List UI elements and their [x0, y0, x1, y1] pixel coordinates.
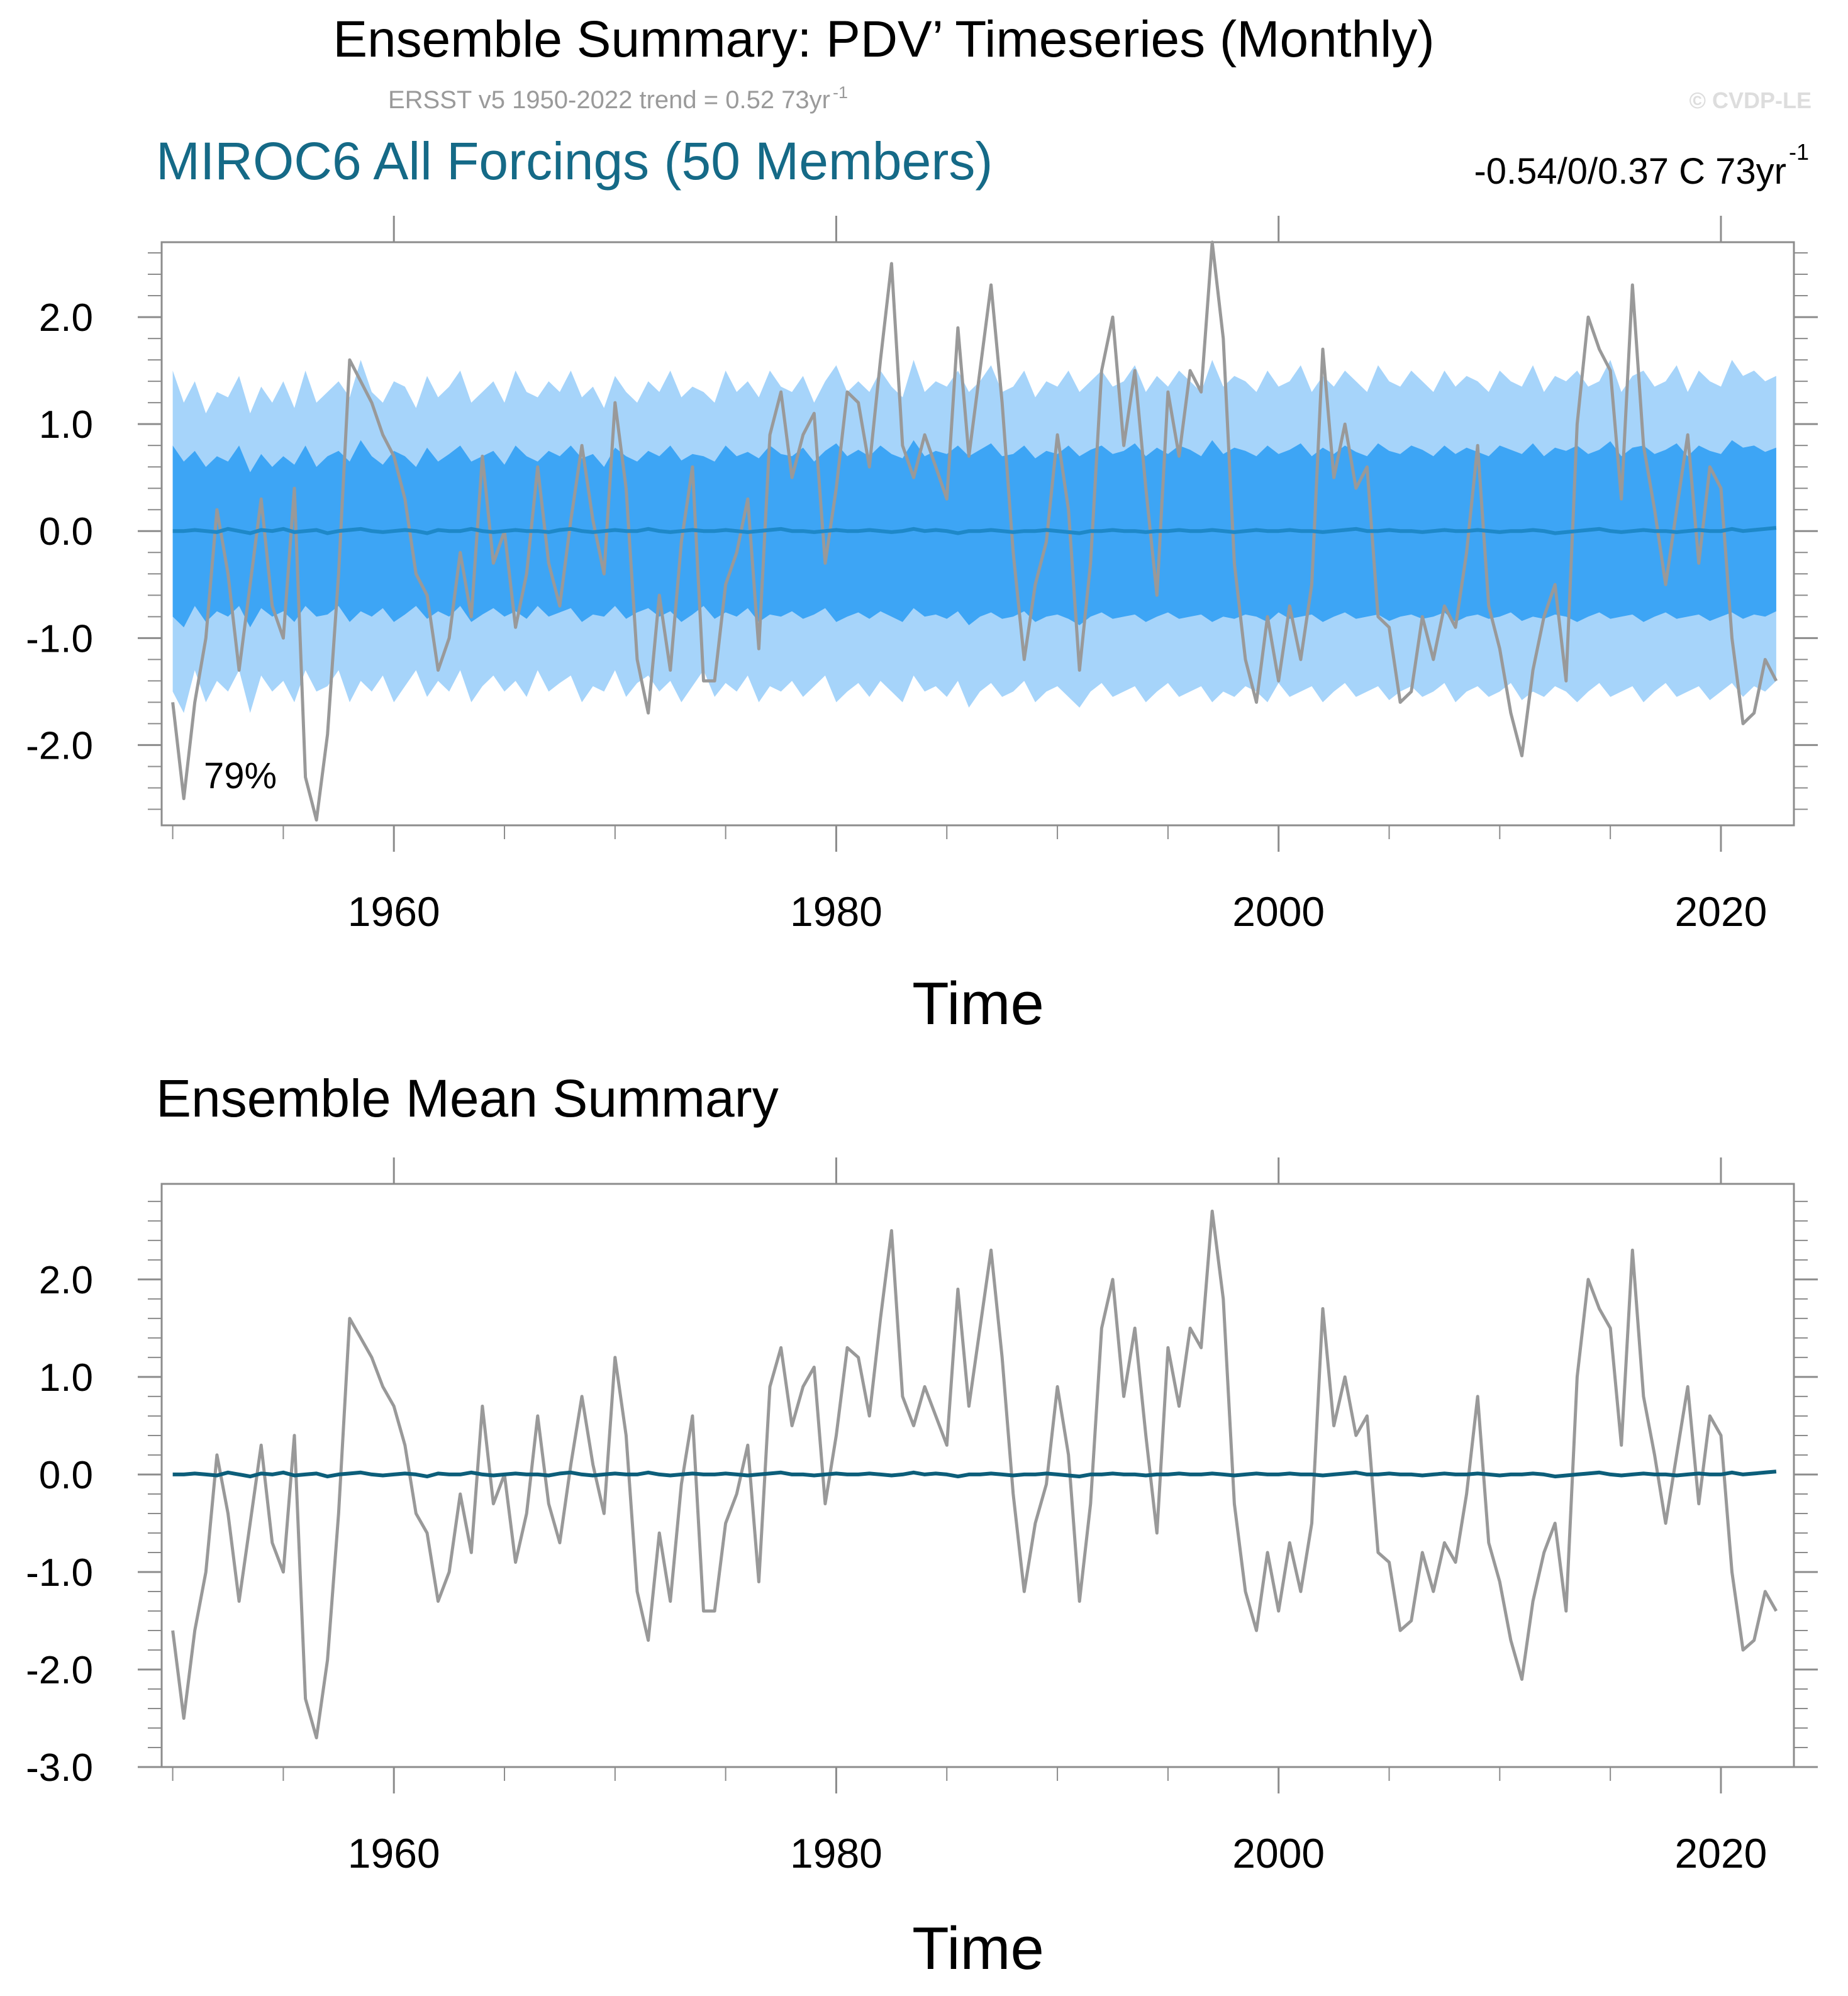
x-tick-label: 2020	[1675, 888, 1767, 935]
y-tick-label: -2.0	[26, 1649, 93, 1692]
obs-trend-label: ERSST v5 1950-2022 trend = 0.52 73yr	[388, 86, 830, 114]
x-tick-label: 1980	[790, 1830, 882, 1876]
y-tick-label: -1.0	[26, 617, 93, 661]
x-tick-label: 2020	[1675, 1830, 1767, 1876]
panel2-x-axis-title: Time	[912, 1915, 1044, 1982]
y-tick-label: -2.0	[26, 724, 93, 767]
copyright-watermark: © CVDP-LE	[1689, 87, 1812, 113]
panel1-plot-frame	[160, 241, 1795, 827]
panel1-plot-area	[171, 240, 1778, 822]
panel2-y-tick-labels: -3.0 -2.0 -1.0 0.0 1.0 2.0	[26, 1259, 93, 1790]
y-tick-label: 1.0	[39, 403, 93, 447]
y-tick-label: 2.0	[39, 1259, 93, 1302]
panel-ensemble-summary: MIROC6 All Forcings (50 Members) -0.54/0…	[26, 131, 1818, 1037]
y-tick-label: 0.0	[39, 1454, 93, 1497]
ensemble-mean-line	[172, 526, 1777, 535]
panel1-trend-superscript: -1	[1789, 139, 1809, 165]
panel1-x-tick-labels: 1960 1980 2000 2020	[348, 888, 1767, 935]
observed-series-line	[171, 240, 1778, 822]
panel1-percent-annotation: 79%	[204, 755, 277, 796]
x-tick-label: 1960	[348, 888, 440, 935]
figure-title: Ensemble Summary: PDV’ Timeseries (Month…	[333, 11, 1434, 68]
panel1-x-axis-title: Time	[912, 970, 1044, 1037]
panel1-ticks	[138, 216, 1818, 852]
panel-ensemble-mean-summary: Ensemble Mean Summary -3.0 -2.0 -1.0 0.0 1.0…	[26, 1069, 1818, 1982]
x-tick-label: 2000	[1232, 1830, 1325, 1876]
y-tick-label: -1.0	[26, 1551, 93, 1595]
x-tick-label: 1980	[790, 888, 882, 935]
panel2-x-tick-labels: 1960 1980 2000 2020	[348, 1830, 1767, 1876]
ensemble-mean-line	[172, 1469, 1777, 1479]
panel2-ticks	[138, 1157, 1818, 1793]
y-tick-label: 0.0	[39, 510, 93, 554]
panel1-trend-range: -0.54/0/0.37 C 73yr	[1474, 151, 1786, 192]
y-tick-label: 2.0	[39, 296, 93, 340]
y-tick-label: 1.0	[39, 1356, 93, 1400]
panel1-title: MIROC6 All Forcings (50 Members)	[156, 131, 993, 191]
panel2-title: Ensemble Mean Summary	[156, 1069, 779, 1128]
x-tick-label: 1960	[348, 1830, 440, 1876]
x-tick-label: 2000	[1232, 888, 1325, 935]
percentile-band-25-75	[172, 440, 1776, 628]
observed-series-line	[171, 1209, 1778, 1739]
panel2-plot-area	[171, 1209, 1778, 1739]
y-tick-label: -3.0	[26, 1746, 93, 1790]
obs-trend-superscript: -1	[833, 83, 848, 102]
panel2-plot-frame	[160, 1183, 1795, 1768]
panel1-y-tick-labels: -2.0 -1.0 0.0 1.0 2.0	[26, 296, 93, 767]
